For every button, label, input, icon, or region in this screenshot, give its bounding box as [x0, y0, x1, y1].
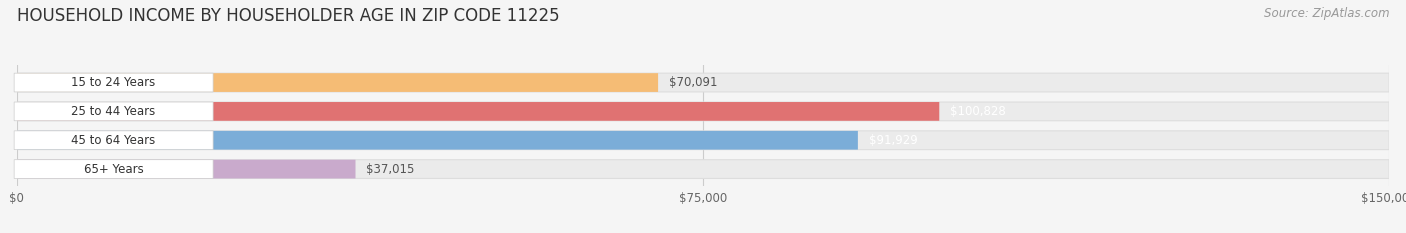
- Text: Source: ZipAtlas.com: Source: ZipAtlas.com: [1264, 7, 1389, 20]
- FancyBboxPatch shape: [14, 160, 214, 178]
- FancyBboxPatch shape: [17, 131, 858, 150]
- Text: 45 to 64 Years: 45 to 64 Years: [72, 134, 156, 147]
- FancyBboxPatch shape: [17, 102, 939, 121]
- Text: HOUSEHOLD INCOME BY HOUSEHOLDER AGE IN ZIP CODE 11225: HOUSEHOLD INCOME BY HOUSEHOLDER AGE IN Z…: [17, 7, 560, 25]
- Text: $91,929: $91,929: [869, 134, 918, 147]
- FancyBboxPatch shape: [14, 131, 214, 150]
- FancyBboxPatch shape: [14, 102, 214, 121]
- Text: 15 to 24 Years: 15 to 24 Years: [72, 76, 156, 89]
- Text: 25 to 44 Years: 25 to 44 Years: [72, 105, 156, 118]
- FancyBboxPatch shape: [17, 131, 1389, 150]
- Text: $37,015: $37,015: [367, 163, 415, 176]
- FancyBboxPatch shape: [17, 160, 1389, 178]
- Text: 65+ Years: 65+ Years: [84, 163, 143, 176]
- FancyBboxPatch shape: [17, 160, 356, 178]
- FancyBboxPatch shape: [17, 102, 1389, 121]
- Text: $70,091: $70,091: [669, 76, 717, 89]
- Text: $100,828: $100,828: [950, 105, 1007, 118]
- FancyBboxPatch shape: [17, 73, 658, 92]
- FancyBboxPatch shape: [17, 73, 1389, 92]
- FancyBboxPatch shape: [14, 73, 214, 92]
